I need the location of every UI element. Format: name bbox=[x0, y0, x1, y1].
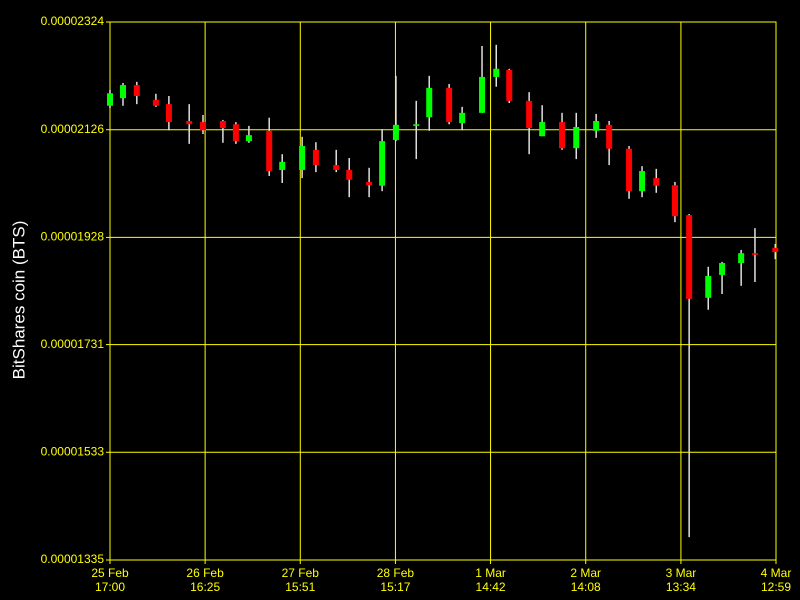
y-tick-label: 0.00001731 bbox=[41, 337, 105, 351]
candle-body bbox=[346, 169, 353, 180]
candle-body bbox=[751, 253, 758, 255]
candle-body bbox=[266, 130, 273, 172]
candle-body bbox=[107, 93, 113, 106]
candle-body bbox=[165, 104, 172, 123]
candle-body bbox=[626, 148, 633, 192]
x-tick-label: 1 Mar 14:42 bbox=[475, 566, 506, 594]
candle-body bbox=[392, 124, 399, 141]
candle-body bbox=[653, 178, 660, 186]
candle-body bbox=[719, 262, 726, 275]
candle-body bbox=[379, 141, 386, 186]
y-tick-label: 0.00001533 bbox=[41, 444, 105, 458]
candle-body bbox=[738, 253, 745, 263]
x-tick-label: 2 Mar 14:08 bbox=[570, 566, 602, 594]
candle-body bbox=[493, 68, 500, 77]
y-tick-label: 0.00002324 bbox=[41, 14, 105, 28]
candle-body bbox=[573, 126, 580, 149]
candle-body bbox=[245, 135, 252, 142]
candle-body bbox=[506, 69, 513, 101]
candle-body bbox=[219, 121, 226, 129]
candle-body bbox=[459, 112, 466, 124]
candle-body bbox=[119, 85, 126, 99]
candle-body bbox=[232, 124, 239, 142]
candle-body bbox=[593, 121, 600, 131]
candle-body bbox=[526, 100, 533, 129]
x-tick-label: 25 Feb 17:00 bbox=[91, 566, 129, 594]
candle-body bbox=[559, 122, 566, 149]
x-tick-label: 26 Feb 16:25 bbox=[186, 566, 224, 594]
candle-body bbox=[413, 124, 420, 126]
candle-body bbox=[152, 99, 159, 106]
y-axis-label: BitShares coin (BTS) bbox=[9, 221, 28, 380]
candle-body bbox=[133, 85, 140, 96]
candle-body bbox=[279, 161, 286, 170]
candle-body bbox=[705, 276, 712, 298]
x-tick-label: 3 Mar 13:34 bbox=[665, 566, 697, 594]
candle-body bbox=[772, 247, 779, 253]
candle-body bbox=[333, 165, 340, 170]
candle-body bbox=[639, 171, 646, 192]
x-tick-label: 27 Feb 15:51 bbox=[281, 566, 319, 594]
candle-body bbox=[366, 181, 373, 186]
candle-body bbox=[479, 76, 486, 113]
candle-body bbox=[426, 87, 433, 118]
candle-body bbox=[446, 87, 453, 123]
y-tick-label: 0.00001335 bbox=[41, 552, 105, 566]
candle-body bbox=[186, 121, 193, 125]
candle-body bbox=[606, 124, 613, 149]
y-tick-label: 0.00002126 bbox=[41, 122, 105, 136]
candle-body bbox=[686, 215, 693, 299]
candle-body bbox=[539, 122, 546, 137]
x-tick-label: 4 Mar 12:59 bbox=[760, 566, 792, 594]
x-tick-label: 28 Feb 15:17 bbox=[376, 566, 415, 594]
candle-body bbox=[200, 122, 207, 131]
candle-body bbox=[299, 146, 306, 170]
candle-body bbox=[671, 185, 678, 217]
candle-body bbox=[312, 149, 319, 166]
y-tick-label: 0.00001928 bbox=[41, 230, 105, 244]
